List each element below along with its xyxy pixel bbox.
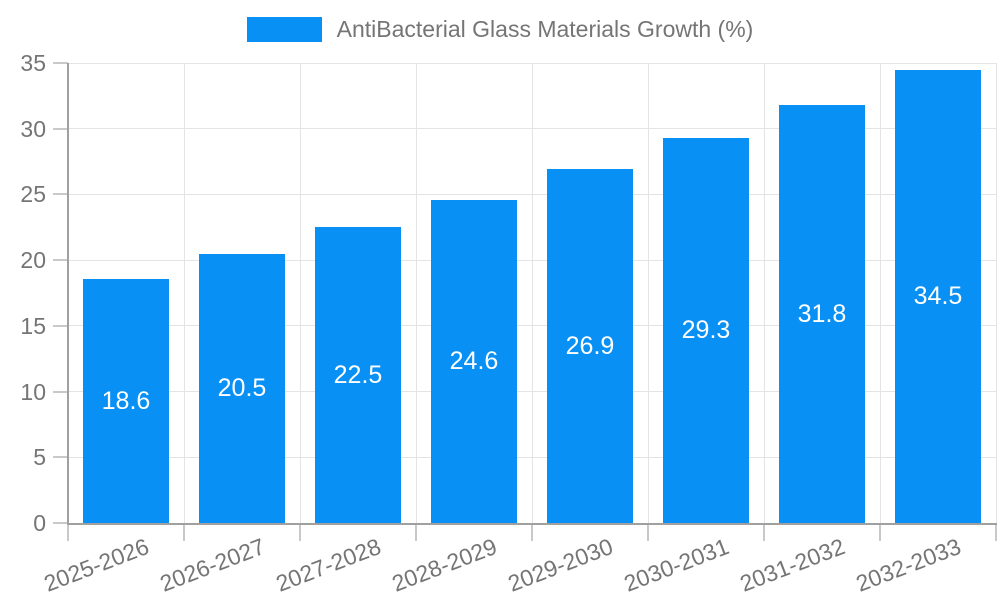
y-axis-tick-label: 30 <box>20 115 46 142</box>
x-axis-tick <box>647 523 649 541</box>
x-axis-tick-label: 2030-2031 <box>620 533 733 597</box>
x-axis-tick-label: 2032-2033 <box>852 533 965 597</box>
y-axis-tick <box>53 324 68 327</box>
bar-value-label: 18.6 <box>101 386 151 415</box>
gridline-vertical <box>531 63 533 523</box>
gridline-vertical <box>183 63 185 523</box>
x-axis-tick <box>879 523 881 541</box>
x-axis-tick <box>299 523 301 541</box>
y-axis-tick <box>53 127 68 130</box>
x-axis-tick <box>995 523 997 541</box>
x-axis-tick <box>67 523 69 541</box>
bar <box>431 199 517 523</box>
y-axis-tick <box>53 62 68 64</box>
gridline-vertical <box>763 63 765 523</box>
bar <box>199 253 285 523</box>
x-axis-tick <box>415 523 417 541</box>
bar-value-label: 20.5 <box>217 374 267 403</box>
bar-value-label: 34.5 <box>913 282 963 311</box>
x-axis-tick-label: 2028-2029 <box>388 533 501 597</box>
y-axis-tick-label: 25 <box>20 181 46 208</box>
x-axis-tick-label: 2025-2026 <box>40 533 153 597</box>
gridline-vertical <box>995 63 997 523</box>
legend-label: AntiBacterial Glass Materials Growth (%) <box>336 16 754 42</box>
bar-value-label: 31.8 <box>797 300 847 329</box>
y-axis-tick <box>53 259 68 262</box>
x-axis-tick <box>531 523 533 541</box>
y-axis-tick-label: 0 <box>33 510 46 536</box>
bar-value-label: 24.6 <box>449 347 499 376</box>
x-axis-tick-label: 2027-2028 <box>272 533 385 597</box>
bar <box>895 69 981 523</box>
bar <box>663 137 749 523</box>
legend-swatch <box>246 17 322 42</box>
x-axis-tick-label: 2029-2030 <box>504 533 617 597</box>
y-axis-line <box>67 63 69 525</box>
gridline-vertical <box>879 63 881 523</box>
bar-value-label: 29.3 <box>681 316 731 345</box>
bar <box>779 105 865 523</box>
x-axis-tick <box>763 523 765 541</box>
x-axis-tick <box>183 523 185 541</box>
x-axis-line <box>67 523 997 525</box>
x-axis-tick-label: 2026-2027 <box>156 533 269 597</box>
bar <box>547 169 633 523</box>
x-axis-tick-label: 2031-2032 <box>736 533 849 597</box>
bar-value-label: 22.5 <box>333 361 383 390</box>
y-axis-tick <box>53 456 68 459</box>
y-axis-tick-label: 35 <box>20 50 46 76</box>
y-axis-tick <box>53 522 68 524</box>
gridline-vertical <box>299 63 301 523</box>
bar <box>83 278 169 523</box>
y-axis-tick-label: 20 <box>20 247 46 274</box>
y-axis-tick-label: 15 <box>20 312 46 339</box>
y-axis-tick-label: 5 <box>33 444 46 471</box>
chart-legend: AntiBacterial Glass Materials Growth (%) <box>0 16 1000 43</box>
y-axis-tick <box>53 193 68 196</box>
gridline-vertical <box>415 63 417 523</box>
bar <box>315 227 401 523</box>
gridline-vertical <box>647 63 649 523</box>
bar-value-label: 26.9 <box>565 332 615 361</box>
y-axis-tick-label: 10 <box>20 378 46 405</box>
y-axis-tick <box>53 390 68 393</box>
